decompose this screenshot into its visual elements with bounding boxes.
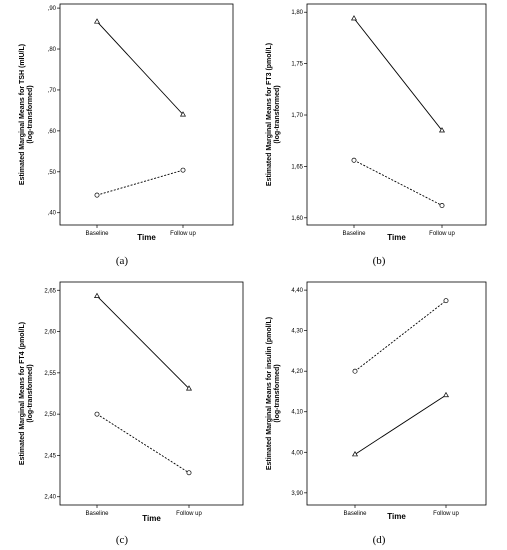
plot-frame bbox=[59, 3, 234, 226]
y-tick-label: 4,00 bbox=[291, 450, 303, 456]
data-point-triangle bbox=[350, 15, 358, 21]
series-line-dashed bbox=[354, 300, 447, 372]
y-tick-label: 1,60 bbox=[291, 216, 303, 222]
chart-panel-1: ,40 ,50 ,60 ,70 ,80 ,90 Baseline Follow up Time E… bbox=[19, 3, 234, 242]
data-point-circle bbox=[180, 167, 186, 173]
data-point-triangle bbox=[351, 451, 359, 457]
y-axis-title: Estimated Marginal Means for FT3 (pmol/L… bbox=[266, 43, 273, 186]
y-tick-label: 4,40 bbox=[291, 288, 303, 294]
data-point-triangle bbox=[179, 111, 187, 117]
series-line-solid bbox=[96, 21, 184, 115]
y-axis-title: Estimated Marginal Means for FT4 (pmol/L… bbox=[19, 322, 26, 465]
x-tick-label: Follow up bbox=[176, 511, 202, 517]
chart-panel-3: 2,40 2,45 2,50 2,55 2,60 2,65 Baseline Follow u… bbox=[19, 281, 244, 523]
data-point-triangle bbox=[438, 127, 446, 133]
y-tick-label: 4,10 bbox=[291, 410, 303, 416]
x-axis-title: Time bbox=[387, 512, 406, 521]
y-axis-title-sub: (log-transformed) bbox=[27, 85, 34, 143]
y-tick-label: 2,45 bbox=[44, 453, 56, 459]
y-tick-label: 2,50 bbox=[44, 412, 56, 418]
x-tick-label: Baseline bbox=[343, 511, 367, 517]
x-tick-label: Baseline bbox=[85, 511, 109, 517]
series-line-solid bbox=[354, 394, 447, 455]
series-line-solid bbox=[96, 295, 190, 389]
panel-label: (c) bbox=[116, 534, 129, 546]
y-axis-title: Estimated Marginal Means for TSH (mIU/L) bbox=[19, 44, 26, 185]
series-line-dashed bbox=[353, 159, 443, 206]
data-point-triangle bbox=[93, 18, 101, 24]
x-axis-title: Time bbox=[387, 233, 406, 242]
plot-frame bbox=[306, 3, 487, 226]
data-point-circle bbox=[94, 192, 100, 198]
series-line-solid bbox=[353, 18, 443, 131]
series-line-dashed bbox=[96, 413, 190, 474]
y-tick-label: 2,40 bbox=[44, 495, 56, 501]
panel-label: (d) bbox=[373, 534, 386, 546]
data-point-circle bbox=[352, 368, 358, 374]
y-tick-label: ,60 bbox=[48, 129, 57, 135]
y-tick-label: 2,55 bbox=[44, 371, 56, 377]
y-tick-label: 1,80 bbox=[291, 10, 303, 16]
plot-frame bbox=[59, 281, 244, 506]
plot-frame bbox=[306, 281, 487, 506]
x-tick-label: Follow up bbox=[170, 231, 196, 237]
y-axis-title-sub: (log-transformed) bbox=[274, 364, 281, 422]
y-tick-label: 2,65 bbox=[44, 288, 56, 294]
y-tick-label: 2,60 bbox=[44, 330, 56, 336]
data-point-circle bbox=[443, 298, 449, 304]
x-axis-title: Time bbox=[137, 233, 156, 242]
data-point-circle bbox=[186, 470, 192, 476]
data-point-circle bbox=[351, 157, 357, 163]
y-tick-label: 1,65 bbox=[291, 164, 303, 170]
data-point-triangle bbox=[442, 391, 450, 398]
y-tick-label: ,50 bbox=[48, 170, 57, 176]
panel-label: (b) bbox=[373, 255, 386, 267]
y-tick-label: 1,75 bbox=[291, 62, 303, 68]
y-tick-label: 4,30 bbox=[291, 329, 303, 335]
x-axis-title: Time bbox=[142, 514, 161, 523]
y-tick-label: 1,70 bbox=[291, 113, 303, 119]
y-tick-label: ,70 bbox=[48, 88, 57, 94]
y-axis-title-sub: (log-transformed) bbox=[274, 85, 281, 143]
y-tick-label: ,40 bbox=[48, 211, 57, 217]
y-axis-title-sub: (log-transformed) bbox=[27, 364, 34, 422]
chart-panel-2: 1,60 1,65 1,70 1,75 1,80 Baseline Follow up Tim… bbox=[266, 3, 487, 242]
x-tick-label: Follow up bbox=[433, 511, 459, 517]
y-tick-label: ,80 bbox=[48, 47, 57, 53]
x-tick-label: Baseline bbox=[85, 231, 109, 237]
panel-label: (a) bbox=[116, 255, 129, 267]
x-tick-label: Follow up bbox=[429, 231, 455, 237]
x-tick-label: Baseline bbox=[342, 231, 366, 237]
data-point-triangle bbox=[93, 292, 101, 298]
y-axis-title: Estimated Marginal Means for insulin (pm… bbox=[266, 317, 273, 470]
data-point-circle bbox=[94, 411, 100, 417]
series-line-dashed bbox=[96, 169, 184, 196]
y-tick-label: 3,90 bbox=[291, 491, 303, 497]
data-point-circle bbox=[439, 203, 445, 208]
y-tick-label: 4,20 bbox=[291, 369, 303, 375]
y-tick-label: ,90 bbox=[48, 6, 57, 12]
data-point-triangle bbox=[185, 385, 193, 391]
chart-panel-4: 3,90 4,00 4,10 4,20 4,30 4,40 Baseline Follow u… bbox=[266, 281, 487, 521]
